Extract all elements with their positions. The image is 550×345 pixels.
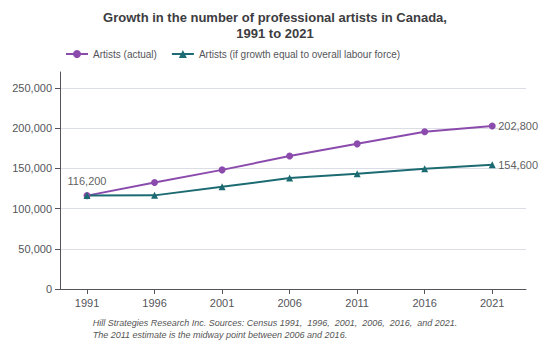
svg-text:1991 to 2021: 1991 to 2021 [236, 26, 313, 41]
svg-text:150,000: 150,000 [12, 162, 52, 174]
svg-text:Artists (if growth equal to ov: Artists (if growth equal to overall labo… [199, 49, 400, 60]
svg-text:2001: 2001 [210, 297, 234, 309]
svg-text:50,000: 50,000 [18, 243, 52, 255]
svg-text:Artists (actual): Artists (actual) [93, 49, 157, 60]
svg-text:250,000: 250,000 [12, 82, 52, 94]
svg-text:Growth in the number of profes: Growth in the number of professional art… [103, 10, 447, 25]
svg-text:2006: 2006 [277, 297, 301, 309]
svg-text:The 2011 estimate is the midwa: The 2011 estimate is the midway point be… [93, 330, 348, 340]
svg-text:2011: 2011 [345, 297, 369, 309]
svg-text:2016: 2016 [412, 297, 436, 309]
svg-text:1996: 1996 [142, 297, 166, 309]
svg-text:Hill Strategies Research Inc.: Hill Strategies Research Inc. Sources: C… [93, 318, 458, 328]
svg-text:202,800: 202,800 [498, 120, 538, 132]
svg-text:100,000: 100,000 [12, 203, 52, 215]
svg-text:0: 0 [46, 283, 52, 295]
svg-text:1991: 1991 [75, 297, 99, 309]
svg-text:200,000: 200,000 [12, 122, 52, 134]
svg-text:2021: 2021 [480, 297, 504, 309]
svg-text:154,600: 154,600 [498, 159, 538, 171]
svg-text:116,200: 116,200 [68, 175, 107, 187]
